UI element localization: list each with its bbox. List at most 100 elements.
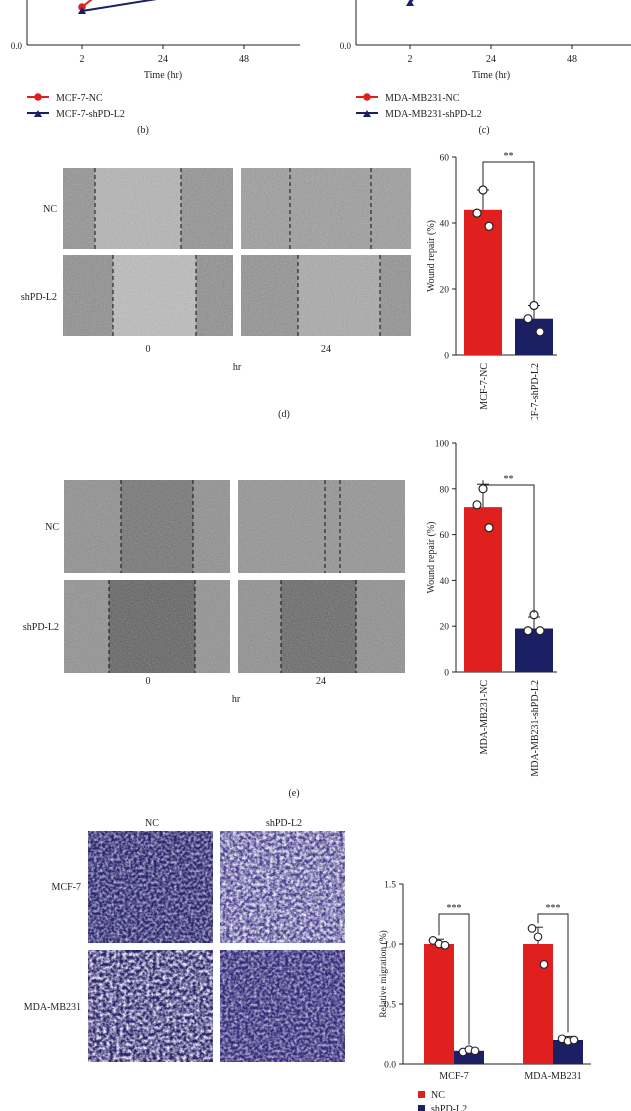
- series-line-sh: [81, 0, 157, 12]
- col-label-shpd-l2: shPD-L2: [266, 818, 302, 829]
- significance-bracket: [482, 480, 535, 614]
- y-tick-label: 1.0: [384, 941, 396, 951]
- col-label-24: 24: [316, 676, 326, 687]
- significance-label: ***: [447, 903, 462, 914]
- legend-marker-sh: [34, 110, 42, 117]
- col-label-24: 24: [321, 344, 331, 355]
- data-point: [529, 300, 539, 311]
- legend-marker-sh: [363, 110, 371, 117]
- x-axis-label: Time (hr): [144, 70, 182, 81]
- data-point: [472, 500, 482, 510]
- y-axis-label: Wound repair (%): [426, 522, 437, 594]
- legend-label-sh: MDA-MB231-shPD-L2: [385, 109, 482, 120]
- row-label-nc: NC: [45, 522, 59, 533]
- significance-bracket: [482, 161, 535, 302]
- legend-label-nc: MDA-MB231-NC: [385, 93, 460, 104]
- bar-MDA-MB231-NC: [464, 507, 502, 672]
- y-tick-label: 0.0: [384, 1061, 396, 1071]
- significance-label: ***: [546, 903, 561, 914]
- y-tick-label: 0.0: [11, 41, 23, 51]
- bar-MCF-7-NC: [464, 209, 502, 355]
- data-point: [470, 1046, 480, 1056]
- bar-MCF-7-shPD-L2: [515, 318, 553, 355]
- y-tick-label: 0: [444, 352, 449, 362]
- y-tick-label: 0: [444, 669, 449, 679]
- significance-bracket: [438, 913, 470, 1045]
- micrograph-nc-24h: [241, 168, 411, 249]
- transwell-images-f: NC shPD-L2 MCF-7 MDA-MB231: [24, 818, 345, 1062]
- legend-marker-nc: [34, 93, 42, 101]
- x-tick-label: 2: [408, 54, 413, 65]
- line-chart-c: 0.0 2 24 48 Time (hr) MDA-MB231-NC MDA-M…: [340, 0, 631, 135]
- data-point: [535, 626, 545, 636]
- data-point: [523, 626, 533, 636]
- x-tick-label: 2: [80, 54, 85, 65]
- data-point: [440, 940, 450, 950]
- row-label-mdamb231: MDA-MB231: [24, 1002, 81, 1013]
- col-label-nc: NC: [145, 818, 159, 829]
- panel-tag-e: (e): [288, 788, 299, 799]
- bar-MDA-MB231-shPD-L2: [515, 628, 553, 672]
- data-point-sh: [78, 7, 86, 14]
- panel-tag-c: (c): [478, 125, 489, 135]
- y-axis-label: Wound repair (%): [426, 220, 437, 292]
- data-point: [569, 1035, 579, 1045]
- y-tick-label: 60: [440, 154, 450, 164]
- legend-marker-nc: [363, 93, 371, 101]
- data-point-sh: [406, 0, 414, 6]
- y-tick-label: 40: [440, 220, 450, 230]
- data-point: [527, 924, 537, 933]
- panel-tag-b: (b): [137, 125, 149, 135]
- legend-swatch-shpd-l2: [418, 1105, 425, 1111]
- data-point: [539, 960, 549, 969]
- y-tick-label: 0.5: [384, 1001, 396, 1011]
- legend-label-nc: MCF-7-NC: [56, 93, 103, 104]
- line-chart-b: 0.0 2 24 48 Time (hr) MCF-7-NC MCF-7-shP…: [11, 0, 300, 135]
- data-point: [484, 523, 494, 533]
- stained-image-mcf7-nc: [88, 831, 213, 943]
- significance-label: **: [504, 151, 514, 162]
- y-tick-label: 60: [440, 531, 450, 541]
- time-unit-label: hr: [233, 362, 242, 373]
- row-label-shpd-l2: shPD-L2: [23, 622, 59, 633]
- legend-label-nc: NC: [431, 1090, 445, 1101]
- y-tick-label: 1.5: [384, 881, 396, 891]
- micrograph-nc-24h: [238, 480, 405, 573]
- y-tick-label: 100: [435, 440, 450, 450]
- stained-image-mdamb231-shpd-l2: [220, 950, 345, 1062]
- time-unit-label: hr: [232, 694, 241, 705]
- bar-chart-d: 0 20 40 60 Wound repair (%) MCF-7-NC MCF-7-shP…: [426, 151, 557, 420]
- legend-swatch-nc: [418, 1091, 425, 1098]
- bar-chart-e: 0 20 40 60 80 100 Wound repair (%) MDA-MB231-NC…: [426, 440, 557, 777]
- significance-bracket: [537, 913, 569, 1033]
- x-tick-label: 24: [486, 54, 496, 65]
- row-label-mcf7: MCF-7: [52, 882, 81, 893]
- col-label-0: 0: [146, 676, 151, 687]
- legend-label-sh: MCF-7-shPD-L2: [56, 109, 125, 120]
- x-tick-label: 48: [567, 54, 577, 65]
- y-tick-label: 0.0: [340, 41, 352, 51]
- significance-label: **: [504, 474, 514, 485]
- panel-tag-d: (d): [278, 409, 290, 420]
- row-label-shpd-l2: shPD-L2: [21, 292, 57, 303]
- bar-NC-MCF-7: [424, 944, 454, 1064]
- x-tick-label: MCF-7-shPD-L2: [530, 363, 541, 420]
- data-point: [478, 185, 488, 195]
- x-tick-label: MCF-7: [439, 1071, 468, 1082]
- x-tick-label: MCF-7-NC: [479, 363, 490, 410]
- x-tick-label: 48: [239, 54, 249, 65]
- data-point: [484, 221, 494, 231]
- row-label-nc: NC: [43, 204, 57, 215]
- micrograph-nc-0h: [63, 168, 233, 249]
- x-tick-label: MDA-MB231-shPD-L2: [530, 680, 541, 777]
- micrograph-sh-24h: [241, 255, 411, 336]
- y-tick-label: 20: [440, 623, 450, 633]
- micrograph-sh-24h: [238, 580, 405, 673]
- x-axis-label: Time (hr): [472, 70, 510, 81]
- y-axis-label: Relative migration (%): [378, 930, 389, 1018]
- data-point: [472, 208, 482, 218]
- stained-image-mdamb231-nc: [88, 950, 213, 1062]
- y-tick-label: 20: [440, 286, 450, 296]
- data-point: [535, 327, 545, 337]
- y-tick-label: 40: [440, 577, 450, 587]
